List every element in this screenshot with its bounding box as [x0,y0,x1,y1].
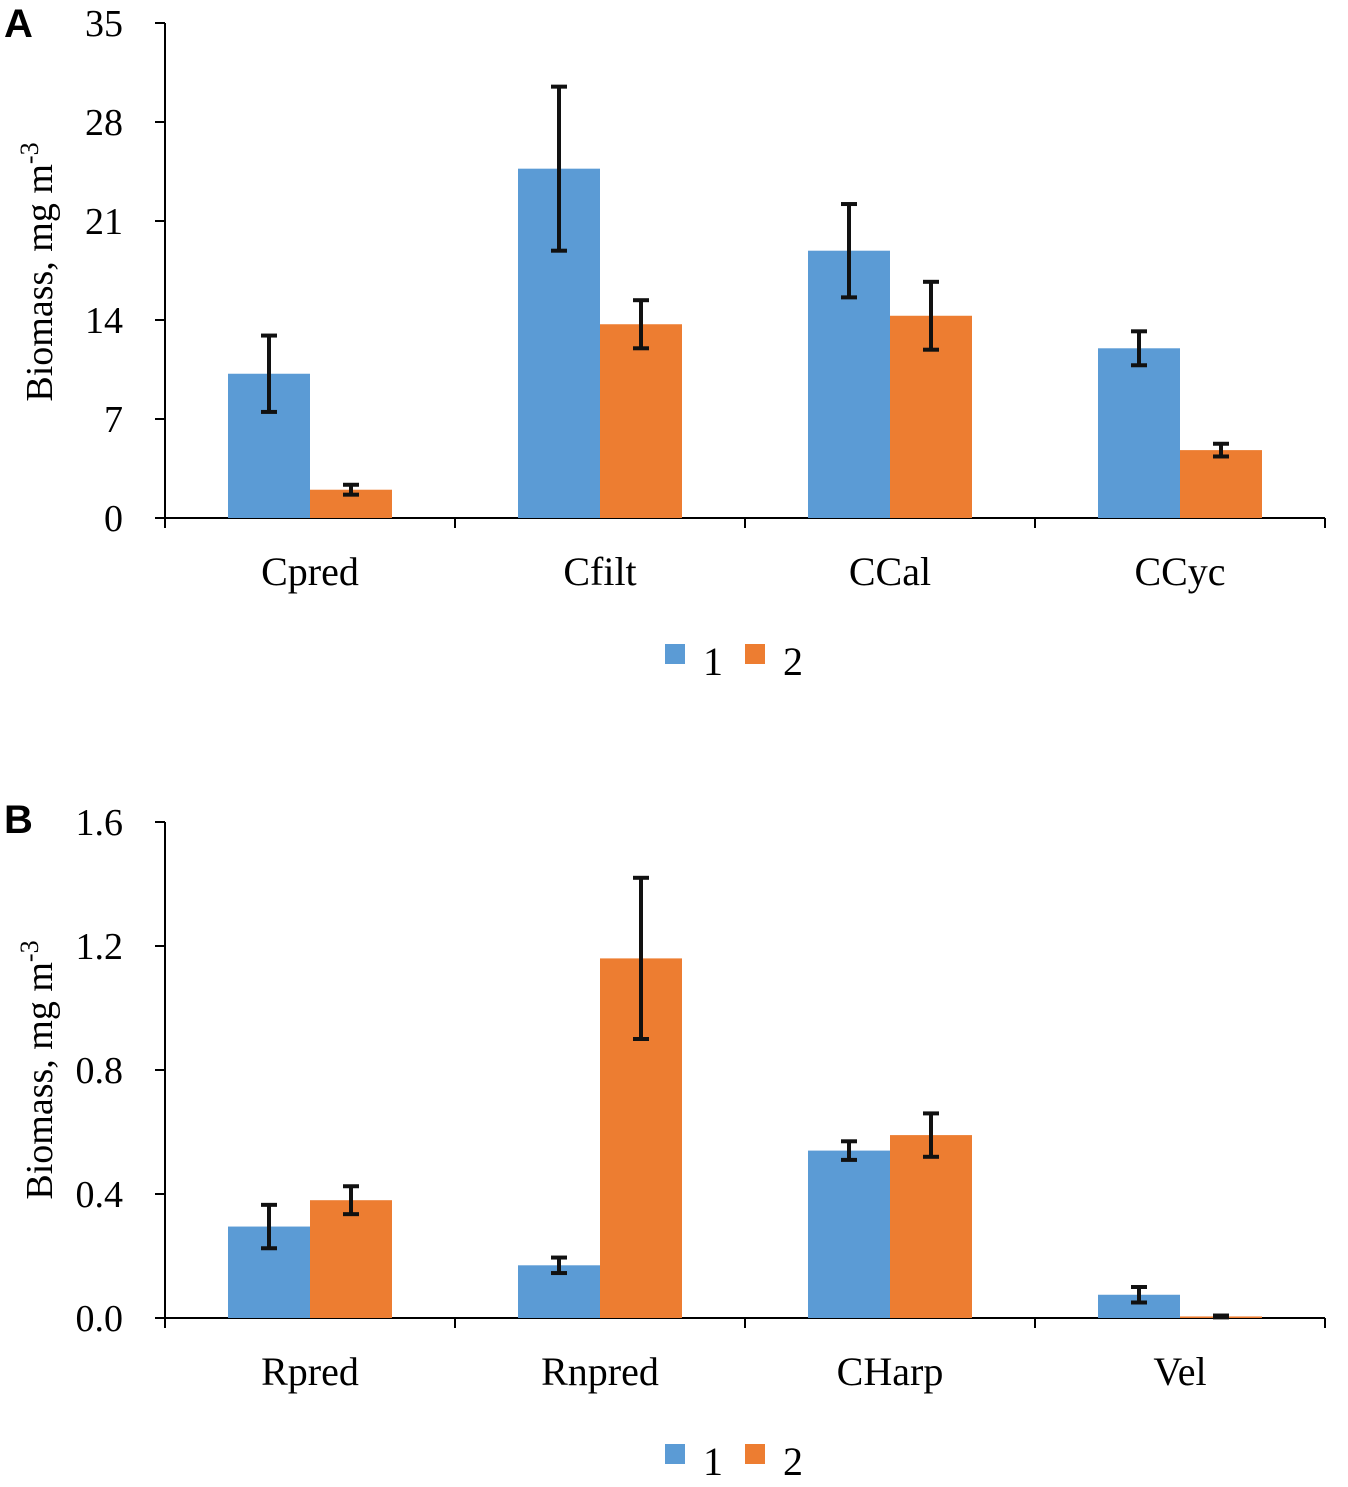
panel-a-legend-swatch-2 [745,644,765,664]
panel-b-category-label: Rnpred [541,1349,659,1394]
panel-b-legend-swatch-2 [745,1444,765,1464]
panel-a-label: A [4,2,33,46]
panel-a-category-label: Cpred [261,549,359,594]
panel-a-y-tick-label: 14 [85,300,123,342]
panel-a-legend-label-1: 1 [703,639,723,684]
panel-b-y-tick-label: 1.6 [76,802,124,844]
panel-a-category-label: CCyc [1134,549,1225,594]
panel-a-category-label: CCal [849,549,931,594]
panel-a-bar-ccyc-series2 [1180,450,1262,518]
panel-b-label: B [4,798,33,842]
panel-b-y-axis-label: Biomass, mg m-3 [15,940,61,1199]
panel-b-legend-swatch-1 [665,1444,685,1464]
panel-a-bar-ccyc-series1 [1098,348,1180,518]
panel-a-y-tick-label: 35 [85,3,123,45]
panel-b-bar-rpred-series2 [310,1200,392,1318]
panel-a-legend-swatch-1 [665,644,685,664]
panel-b-y-tick-label: 0.4 [76,1174,124,1216]
panel-b-bar-vel-series1 [1098,1294,1180,1318]
panel-b-category-label: Rpred [261,1349,359,1394]
panel-a-y-axis-label: Biomass, mg m-3 [15,142,61,401]
panel-a-y-tick-label: 28 [85,102,123,144]
panel-a-y-tick-label: 7 [104,399,123,441]
panel-b-y-tick-label: 1.2 [76,926,124,968]
panel-a-category-label: Cfilt [563,549,636,594]
panel-b-y-tick-label: 0.0 [76,1298,124,1340]
panel-a-y-tick-label: 0 [104,498,123,540]
panel-b-legend-label-2: 2 [783,1439,803,1484]
panel-a-bar-cfilt-series2 [600,324,682,518]
panel-b-category-label: CHarp [837,1349,944,1394]
panel-b-bar-charp-series2 [890,1135,972,1318]
panel-a-legend-label-2: 2 [783,639,803,684]
panel-b-bar-charp-series1 [808,1150,890,1318]
panel-b-category-label: Vel [1153,1349,1206,1394]
panel-a-y-tick-label: 21 [85,201,123,243]
panel-b-y-tick-label: 0.8 [76,1050,124,1092]
panel-b-legend-label-1: 1 [703,1439,723,1484]
